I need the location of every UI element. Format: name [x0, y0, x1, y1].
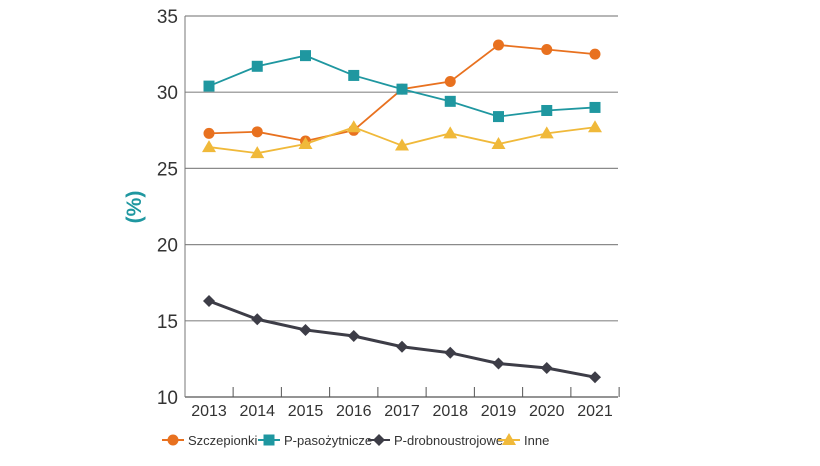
y-tick-label: 20 [157, 236, 178, 257]
data-point [300, 50, 311, 62]
x-tick-label: 2015 [288, 403, 324, 420]
legend: Szczepionki P-pasożytnicze P-drobnoustrojo… [162, 433, 549, 448]
legend-marker [373, 434, 385, 446]
y-tick-label: 35 [157, 7, 178, 28]
legend-marker [263, 434, 275, 446]
x-axis: 2013 2014 2015 2016 2017 2018 2019 2020 2021 [184, 16, 620, 420]
y-tick-label: 25 [157, 159, 178, 180]
data-point [540, 362, 553, 375]
data-point [444, 95, 456, 107]
legend-item: P-pasożytnicze [258, 433, 372, 448]
legend-item: P-drobnoustrojowe [368, 433, 503, 448]
legend-marker [167, 434, 179, 446]
data-point [396, 83, 408, 95]
data-point [396, 340, 408, 353]
x-tick-label: 2020 [529, 403, 565, 420]
y-tick-label: 30 [157, 83, 178, 104]
data-point [347, 330, 360, 343]
data-point [539, 126, 554, 139]
data-point [491, 137, 506, 150]
data-point [395, 138, 409, 151]
series-p-drobnoustrojowe [203, 294, 601, 384]
data-point [346, 120, 361, 133]
x-tick-label: 2019 [481, 403, 517, 420]
data-point [492, 357, 505, 370]
data-point [298, 137, 313, 150]
data-point [541, 44, 553, 56]
data-point [203, 294, 215, 307]
data-point [443, 126, 458, 139]
x-tick-label: 2021 [577, 403, 613, 420]
legend-label: P-pasożytnicze [284, 433, 372, 448]
x-tick-label: 2017 [384, 403, 420, 420]
legend-marker [502, 433, 516, 445]
data-point [589, 48, 601, 60]
data-point [493, 111, 504, 123]
data-point [203, 80, 215, 92]
series-group [202, 39, 602, 384]
y-axis-label: (%) [123, 191, 146, 224]
y-tick-label: 10 [157, 388, 178, 409]
data-point [493, 39, 504, 51]
legend-label: Inne [524, 433, 549, 448]
series-inne [202, 120, 602, 159]
data-point [250, 146, 265, 159]
x-tick-label: 2016 [336, 403, 372, 420]
data-point [251, 60, 263, 72]
data-point [541, 104, 553, 116]
x-tick-label: 2018 [432, 403, 468, 420]
data-point [588, 120, 602, 133]
data-point [251, 313, 264, 326]
data-point [444, 76, 456, 88]
data-point [589, 371, 601, 384]
data-point [444, 346, 457, 359]
series-line [208, 299, 596, 379]
gridlines [185, 15, 618, 322]
legend-label: Szczepionki [188, 433, 257, 448]
data-point [589, 101, 601, 113]
x-tick-label: 2014 [239, 403, 275, 420]
data-point [299, 323, 312, 336]
y-tick-labels: 10 15 20 25 30 35 [157, 7, 178, 409]
data-point [203, 127, 215, 139]
y-tick-label: 15 [157, 312, 178, 333]
data-point [202, 140, 216, 153]
data-point [251, 126, 263, 138]
x-tick-label: 2013 [191, 403, 227, 420]
data-point [348, 69, 360, 81]
legend-item: Inne [498, 433, 549, 448]
series-p-pasożytnicze [203, 50, 601, 123]
legend-label: P-drobnoustrojowe [394, 433, 503, 448]
legend-item: Szczepionki [162, 433, 257, 448]
